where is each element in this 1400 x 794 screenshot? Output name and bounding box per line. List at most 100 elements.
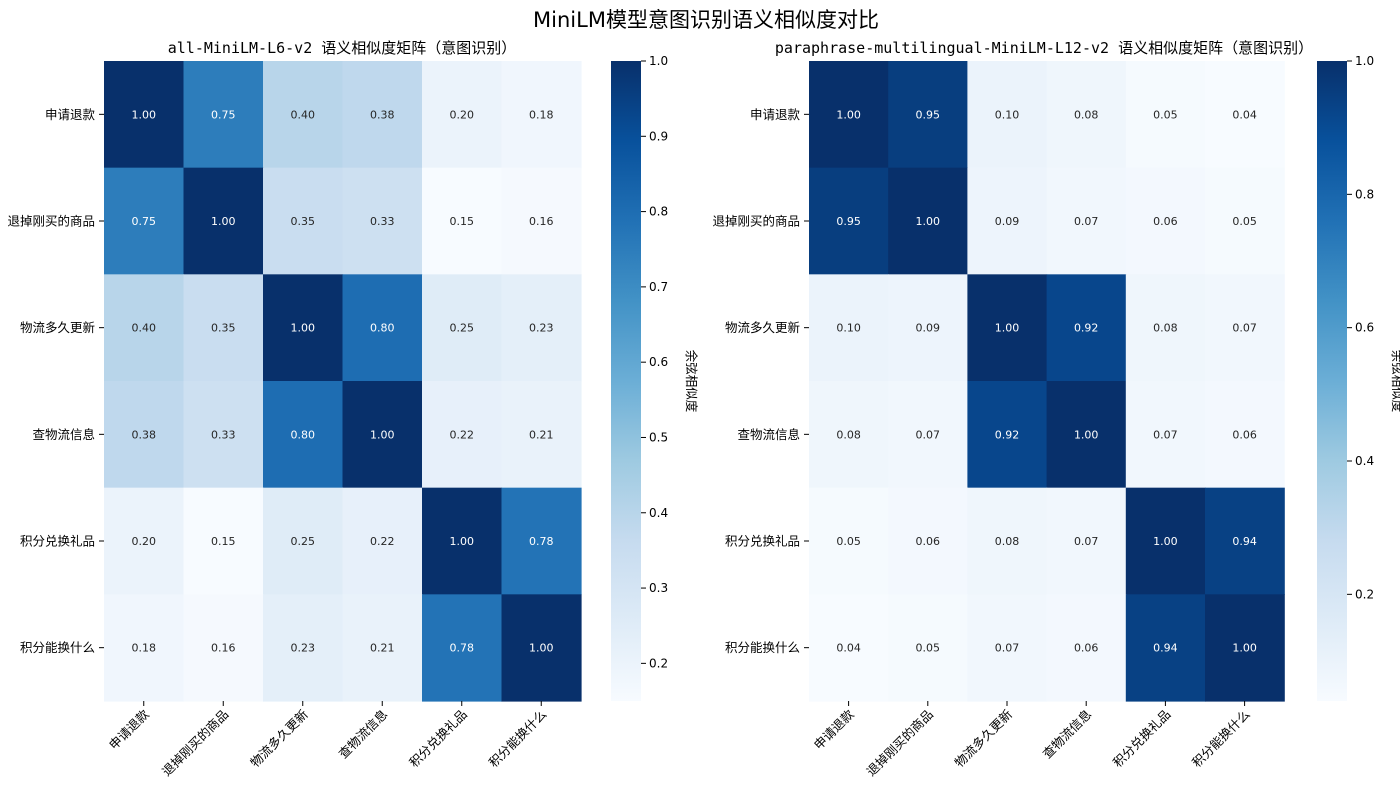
heatmap-cell [1046, 274, 1127, 382]
heatmap-cell [967, 167, 1048, 275]
y-tick-label: 退掉刚买的商品 [7, 214, 95, 229]
cell-value-label: 0.95 [836, 215, 861, 228]
heatmap-cell [104, 594, 185, 702]
cell-value-label: 0.25 [450, 322, 475, 335]
heatmap-cell [501, 381, 582, 489]
y-tick-label: 查物流信息 [32, 427, 95, 442]
cell-value-label: 0.08 [836, 428, 861, 441]
y-tick-label: 积分兑换礼品 [725, 534, 800, 549]
cell-value-label: 0.05 [916, 642, 941, 655]
heatmap-cell [1046, 381, 1127, 489]
cell-value-label: 0.15 [211, 535, 236, 548]
heatmap-cell [422, 167, 503, 275]
cell-value-label: 0.10 [836, 322, 861, 335]
heatmap-cell [501, 274, 582, 382]
heatmap-cell [1125, 61, 1206, 169]
cell-value-label: 0.08 [995, 535, 1020, 548]
heatmap-cell [263, 274, 344, 382]
heatmap-cell [342, 61, 423, 169]
colorbar-tick-label: 0.8 [649, 205, 668, 219]
cell-value-label: 0.07 [1153, 428, 1178, 441]
heatmap-cell [342, 167, 423, 275]
cell-value-label: 0.33 [211, 428, 236, 441]
y-tick-label: 积分能换什么 [725, 640, 800, 655]
heatmap-cell [888, 61, 968, 169]
cell-value-label: 0.38 [132, 428, 157, 441]
heatmap-cell [888, 594, 968, 702]
heatmap-cell [1125, 381, 1206, 489]
heatmap-cell [104, 167, 185, 275]
colorbar [1317, 61, 1347, 701]
cell-value-label: 0.05 [1232, 215, 1257, 228]
heatmap-cell [1125, 167, 1206, 275]
colorbar-tick-label: 0.6 [1355, 321, 1374, 335]
colorbar-tick-label: 0.4 [1355, 454, 1374, 468]
cell-value-label: 0.95 [916, 108, 941, 121]
cell-value-label: 0.94 [1232, 535, 1257, 548]
heatmap-cell [263, 167, 344, 275]
heatmap-title: paraphrase-multilingual-MiniLM-L12-v2 语义… [775, 39, 1313, 57]
colorbar-tick-label: 0.2 [649, 656, 668, 670]
heatmap-cell [1125, 274, 1206, 382]
x-tick-label: 退掉刚买的商品 [863, 707, 935, 779]
cell-value-label: 0.40 [291, 108, 316, 121]
heatmap-cell [1205, 594, 1285, 702]
heatmap-cell [104, 274, 185, 382]
heatmap-cell [501, 167, 582, 275]
heatmap-cell [501, 61, 582, 169]
heatmap-cell [183, 61, 264, 169]
y-tick-label: 申请退款 [45, 107, 96, 122]
x-tick-label: 积分兑换礼品 [406, 707, 470, 771]
heatmap-cell [809, 487, 889, 595]
y-tick-label: 积分兑换礼品 [20, 534, 95, 549]
colorbar-label: 余弦相似度 [684, 350, 699, 413]
cell-value-label: 1.00 [132, 108, 157, 121]
heatmap-cell [1046, 487, 1127, 595]
cell-value-label: 0.40 [132, 322, 157, 335]
cell-value-label: 1.00 [1074, 428, 1099, 441]
figure-title: MiniLM模型意图识别语义相似度对比 [533, 8, 879, 32]
heatmap-cell [104, 487, 185, 595]
heatmap-title: all-MiniLM-L6-v2 语义相似度矩阵（意图识别） [168, 39, 517, 57]
cell-value-label: 0.06 [1153, 215, 1178, 228]
colorbar-tick-label: 0.8 [1355, 187, 1374, 201]
heatmap-cell [809, 167, 889, 275]
heatmap-cell [263, 381, 344, 489]
heatmap-cell [809, 594, 889, 702]
cell-value-label: 1.00 [1153, 535, 1178, 548]
heatmap-cell [422, 594, 503, 702]
colorbar-tick-label: 0.3 [649, 581, 668, 595]
heatmap-cell [422, 381, 503, 489]
cell-value-label: 1.00 [529, 642, 554, 655]
heatmap-panel-2: paraphrase-multilingual-MiniLM-L12-v2 语义… [712, 39, 1400, 779]
x-tick-label: 物流多久更新 [247, 707, 311, 771]
heatmap-cell [809, 381, 889, 489]
heatmap-cell [501, 594, 582, 702]
cell-value-label: 1.00 [291, 322, 316, 335]
cell-value-label: 0.92 [1074, 322, 1099, 335]
heatmap-cell [888, 167, 968, 275]
heatmap-cell [1125, 487, 1206, 595]
cell-value-label: 0.07 [1232, 322, 1257, 335]
cell-value-label: 0.75 [211, 108, 236, 121]
heatmap-cell [183, 274, 264, 382]
x-tick-label: 申请退款 [106, 706, 152, 752]
cell-value-label: 0.33 [370, 215, 395, 228]
cell-value-label: 0.15 [450, 215, 475, 228]
cell-value-label: 0.04 [1232, 108, 1257, 121]
heatmap-cell [422, 61, 503, 169]
cell-value-label: 0.35 [291, 215, 316, 228]
cell-value-label: 0.10 [995, 108, 1020, 121]
heatmap-cell [967, 594, 1048, 702]
cell-value-label: 0.25 [291, 535, 316, 548]
colorbar-tick-label: 1.0 [649, 54, 668, 68]
heatmap-cell [342, 487, 423, 595]
cell-value-label: 0.06 [916, 535, 941, 548]
heatmap-cell [1205, 381, 1285, 489]
y-tick-label: 物流多久更新 [20, 320, 95, 335]
heatmap-cell [1205, 274, 1285, 382]
heatmap-cell [967, 487, 1048, 595]
cell-value-label: 0.08 [1074, 108, 1099, 121]
heatmap-cell [1046, 61, 1127, 169]
cell-value-label: 0.09 [916, 322, 941, 335]
